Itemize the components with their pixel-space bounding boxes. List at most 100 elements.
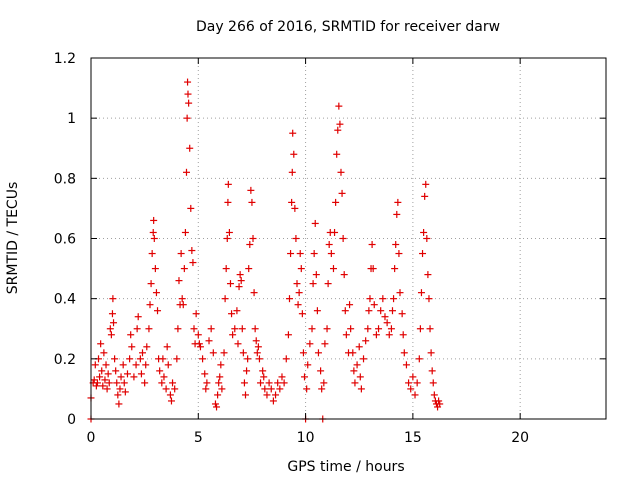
data-point: [202, 385, 210, 393]
data-point: [113, 379, 121, 387]
data-point: [136, 355, 144, 363]
data-point: [351, 379, 359, 387]
data-point: [154, 307, 162, 315]
data-point: [375, 325, 383, 333]
data-point: [242, 391, 249, 399]
data-point: [145, 325, 153, 333]
data-point: [137, 370, 145, 378]
data-point: [229, 331, 237, 339]
data-point: [284, 331, 292, 339]
y-tick-labels: 0 0.2 0.4 0.6 0.8 1 1.2: [54, 51, 76, 428]
data-point: [90, 376, 98, 384]
data-point: [381, 313, 389, 321]
data-point: [99, 382, 107, 390]
data-point: [421, 192, 429, 200]
data-point: [199, 355, 207, 363]
data-point: [133, 325, 141, 333]
x-tick-labels: 0 5 10 15 20: [87, 430, 530, 446]
data-point: [211, 400, 219, 408]
data-point: [263, 391, 271, 399]
data-point: [139, 349, 146, 357]
axis-ticks: [90, 57, 606, 420]
data-point: [96, 373, 104, 381]
data-point: [127, 331, 135, 339]
data-point: [308, 325, 316, 333]
data-point: [257, 379, 265, 387]
data-point: [429, 379, 437, 387]
data-point: [164, 361, 172, 369]
data-point: [255, 355, 263, 363]
data-point: [195, 340, 203, 348]
data-point: [413, 379, 421, 387]
data-point: [411, 391, 419, 399]
data-point: [294, 301, 302, 309]
data-point: [385, 331, 393, 339]
data-point: [188, 247, 196, 255]
data-point: [221, 295, 229, 303]
data-point: [299, 349, 307, 357]
data-point: [150, 235, 158, 242]
x-tick-label: 15: [404, 430, 422, 446]
data-point: [334, 126, 342, 134]
data-point: [213, 403, 221, 411]
data-point: [417, 289, 425, 297]
data-point: [132, 361, 140, 369]
data-point: [98, 367, 106, 375]
data-point: [265, 379, 273, 387]
data-point: [126, 355, 134, 363]
data-point: [184, 78, 192, 86]
data-point: [388, 307, 396, 315]
data-point: [246, 241, 254, 249]
data-point: [110, 319, 118, 327]
data-point: [250, 289, 258, 297]
data-point: [301, 373, 309, 381]
data-point: [337, 168, 345, 176]
data-point: [97, 340, 105, 348]
data-point: [181, 228, 189, 236]
data-point: [178, 295, 186, 303]
data-point: [224, 180, 232, 188]
y-tick-label: 1.2: [54, 51, 76, 67]
data-point: [117, 373, 125, 381]
data-point: [237, 277, 245, 285]
data-point: [290, 150, 298, 158]
x-axis-label: GPS time / hours: [287, 459, 404, 475]
data-point: [244, 355, 252, 363]
data-point: [108, 310, 116, 318]
data-point: [128, 343, 136, 351]
data-point: [372, 331, 380, 339]
data-point: [156, 367, 164, 375]
data-point: [240, 379, 248, 387]
data-point: [102, 361, 110, 369]
data-point: [306, 340, 314, 348]
data-point: [288, 198, 296, 206]
x-tick-label: 5: [194, 430, 203, 446]
data-point: [287, 250, 295, 258]
data-point: [190, 325, 198, 333]
data-point: [420, 228, 428, 236]
data-point: [101, 376, 109, 384]
data-point: [218, 385, 226, 393]
data-point: [245, 265, 253, 273]
data-point: [436, 400, 444, 408]
data-point: [207, 325, 215, 333]
data-point: [143, 343, 151, 351]
data-point: [360, 355, 368, 363]
data-point: [402, 361, 410, 369]
data-point: [247, 186, 255, 194]
data-point: [335, 102, 343, 110]
data-point: [353, 361, 361, 369]
data-point: [123, 370, 131, 378]
data-point: [357, 385, 365, 393]
data-point: [235, 283, 243, 291]
data-point: [288, 168, 296, 176]
data-point: [393, 210, 401, 218]
data-point: [422, 180, 430, 188]
data-point: [427, 349, 435, 357]
data-point: [340, 271, 348, 279]
data-point: [217, 361, 225, 369]
data-point: [121, 388, 129, 396]
data-point: [296, 250, 304, 258]
data-point: [395, 250, 403, 258]
data-point: [105, 379, 113, 387]
